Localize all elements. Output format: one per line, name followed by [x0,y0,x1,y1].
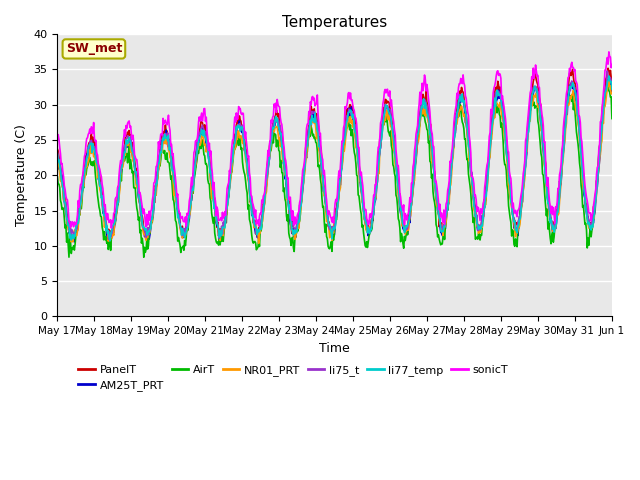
PanelT [403,228,411,234]
AirT [608,116,616,121]
PanelT [419,91,427,97]
Line: li77_temp: li77_temp [58,76,612,241]
Line: AirT: AirT [58,85,612,257]
sonicT [207,148,215,154]
li77_temp [207,168,215,174]
sonicT [54,136,61,142]
PanelT [608,77,616,83]
li77_temp [419,98,427,104]
Line: PanelT: PanelT [58,68,612,241]
li77_temp [403,224,411,230]
PanelT [69,239,77,244]
Y-axis label: Temperature (C): Temperature (C) [15,124,28,226]
li77_temp [178,232,186,238]
PanelT [54,146,61,152]
NR01_PRT [403,228,411,233]
sonicT [605,49,612,55]
Line: li75_t: li75_t [58,71,612,240]
AirT [207,199,215,204]
NR01_PRT [177,229,185,235]
AirT [54,174,61,180]
sonicT [178,215,186,220]
PanelT [207,163,215,169]
PanelT [604,65,612,71]
AirT [63,230,71,236]
li75_t [63,216,71,222]
NR01_PRT [419,111,427,117]
Line: NR01_PRT: NR01_PRT [58,81,612,243]
Line: sonicT: sonicT [58,52,612,228]
sonicT [608,62,616,68]
Text: SW_met: SW_met [66,42,122,55]
PanelT [122,134,129,140]
AM25T_PRT [70,239,78,245]
AM25T_PRT [178,225,186,230]
sonicT [419,88,427,94]
AM25T_PRT [207,180,215,186]
AirT [178,245,186,251]
Title: Temperatures: Temperatures [282,15,387,30]
li77_temp [63,218,71,224]
AirT [419,113,427,119]
li77_temp [54,151,61,157]
li75_t [54,149,61,155]
li75_t [608,81,616,86]
AirT [121,158,129,164]
NR01_PRT [63,221,71,227]
NR01_PRT [54,152,61,157]
li77_temp [605,73,612,79]
Legend: PanelT, AM25T_PRT, AirT, NR01_PRT, li75_t, li77_temp, sonicT: PanelT, AM25T_PRT, AirT, NR01_PRT, li75_… [74,360,513,396]
AM25T_PRT [122,144,129,150]
AirT [403,228,411,234]
AM25T_PRT [608,90,616,96]
X-axis label: Time: Time [319,342,350,355]
NR01_PRT [121,149,129,155]
NR01_PRT [255,240,262,246]
Line: AM25T_PRT: AM25T_PRT [58,80,612,242]
NR01_PRT [605,78,612,84]
sonicT [108,225,115,231]
AM25T_PRT [604,77,612,83]
li75_t [604,68,611,74]
NR01_PRT [206,173,214,179]
AM25T_PRT [403,229,411,235]
NR01_PRT [608,90,616,96]
li75_t [207,174,215,180]
sonicT [122,133,129,139]
PanelT [178,225,186,231]
li75_t [122,145,129,151]
li77_temp [122,149,129,155]
li77_temp [106,238,114,244]
AM25T_PRT [63,223,71,229]
li75_t [105,237,113,242]
li75_t [419,97,427,103]
AirT [604,82,612,88]
sonicT [403,217,411,223]
sonicT [63,197,71,203]
li75_t [403,227,411,232]
PanelT [63,216,71,222]
AM25T_PRT [54,155,61,160]
AM25T_PRT [419,99,427,105]
AirT [140,254,148,260]
li77_temp [608,86,616,92]
li75_t [178,227,186,232]
